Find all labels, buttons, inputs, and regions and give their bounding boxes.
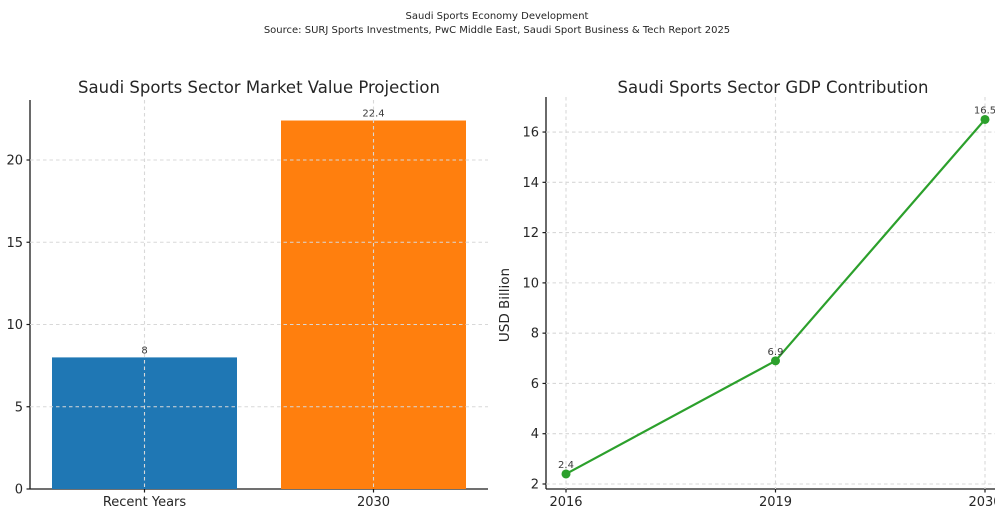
y-tick-label: 2 bbox=[531, 478, 539, 493]
y-tick-label: 12 bbox=[522, 226, 539, 241]
y-tick-label: 14 bbox=[522, 176, 539, 191]
y-tick-label: 0 bbox=[15, 483, 23, 498]
bar-plot-area: 0 5 10 15 20 Recent Years 2030 8 22.4 bbox=[6, 100, 488, 510]
line-chart-title: Saudi Sports Sector GDP Contribution bbox=[618, 78, 929, 97]
x-tick-label: 2019 bbox=[759, 495, 792, 510]
y-tick-label: 15 bbox=[6, 236, 23, 251]
y-tick-label: 10 bbox=[522, 276, 539, 291]
y-tick-label: 20 bbox=[6, 154, 23, 169]
line-plot-area: 2 4 6 8 10 12 14 16 2016 2019 2030 2.4 6.9 16.5 bbox=[522, 97, 995, 510]
bar-value-label: 8 bbox=[141, 345, 147, 356]
y-tick-label: 4 bbox=[531, 427, 539, 442]
y-tick-label: 6 bbox=[531, 377, 539, 392]
point-value-label: 2.4 bbox=[558, 460, 574, 471]
y-tick-label: 8 bbox=[531, 327, 539, 342]
point-marker bbox=[771, 356, 780, 366]
figure-source: Source: SURJ Sports Investments, PwC Mid… bbox=[264, 25, 730, 36]
y-tick-label: 5 bbox=[15, 400, 23, 415]
bar-chart-title: Saudi Sports Sector Market Value Project… bbox=[78, 78, 440, 97]
x-tick-label: 2030 bbox=[357, 495, 390, 510]
x-tick-label: Recent Years bbox=[103, 495, 187, 510]
line-chart: Saudi Sports Sector GDP Contribution USD… bbox=[497, 78, 995, 510]
y-tick-label: 16 bbox=[522, 126, 539, 141]
y-tick-label: 10 bbox=[6, 318, 23, 333]
figure-title: Saudi Sports Economy Development bbox=[406, 11, 589, 22]
gdp-line bbox=[565, 118, 986, 475]
point-value-label: 6.9 bbox=[768, 347, 784, 358]
bar-chart-y-axis-label: USD Billion bbox=[0, 273, 2, 347]
x-tick-label: 2030 bbox=[968, 495, 995, 510]
bar-value-label: 22.4 bbox=[362, 109, 384, 120]
point-marker bbox=[561, 469, 571, 479]
bar-chart: Saudi Sports Sector Market Value Project… bbox=[0, 78, 488, 510]
point-marker bbox=[980, 114, 990, 124]
point-value-label: 16.5 bbox=[974, 105, 995, 116]
x-tick-label: 2016 bbox=[549, 495, 582, 510]
bar-recent-years bbox=[52, 357, 237, 489]
line-chart-y-axis-label: USD Billion bbox=[497, 268, 513, 342]
